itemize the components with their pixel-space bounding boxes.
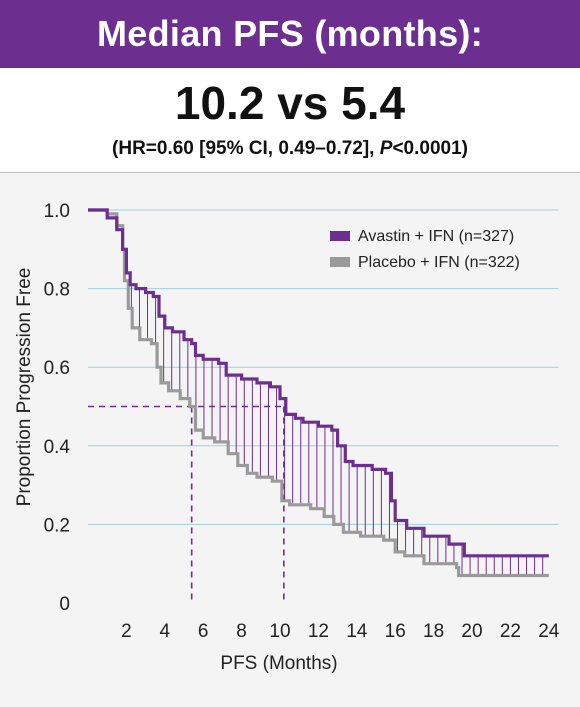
plot-panel: 0 0.2 0.4 0.6 0.8 1.0 2 4 6 8 10 12 14 16 18 20 22 24 Pro… bbox=[0, 172, 580, 707]
legend-label-placebo: Placebo + IFN (n=322) bbox=[358, 254, 520, 271]
x-tick-label: 16 bbox=[385, 621, 406, 642]
legend: Avastin + IFN (n=327) Placebo + IFN (n=3… bbox=[330, 228, 520, 271]
y-axis-title: Proportion Progression Free bbox=[14, 268, 35, 507]
x-tick-label: 10 bbox=[269, 621, 290, 642]
hazard-ratio-text: (HR=0.60 [95% CI, 0.49–0.72], P<0.0001) bbox=[0, 138, 580, 160]
km-chart: 00.20.40.60.81.02 4 6 8 10 12 14 16 18 20 22 24 Pro… bbox=[14, 201, 560, 674]
legend-swatch-placebo bbox=[330, 257, 350, 267]
hr-suffix: <0.0001) bbox=[392, 138, 468, 159]
x-tick-label: 12 bbox=[308, 621, 329, 642]
median-comparison-headline: 10.2 vs 5.4 bbox=[174, 77, 406, 129]
x-tick-label: 18 bbox=[423, 621, 444, 642]
y-tick-label: 0.2 bbox=[44, 515, 70, 536]
x-tick-label: 24 bbox=[538, 621, 560, 642]
legend-swatch-avastin bbox=[330, 231, 350, 241]
y-tick-label: 0.6 bbox=[44, 358, 70, 379]
placebo-curve bbox=[88, 208, 549, 578]
x-tick-label: 8 bbox=[236, 621, 247, 642]
p-symbol: P bbox=[379, 138, 393, 159]
median-lines bbox=[88, 405, 285, 603]
x-axis-title: PFS (Months) bbox=[220, 653, 337, 674]
legend-label-avastin: Avastin + IFN (n=327) bbox=[358, 228, 514, 245]
x-tick-label: 4 bbox=[160, 621, 171, 642]
title-banner: Median PFS (months): bbox=[0, 0, 580, 68]
x-tick-label: 20 bbox=[461, 621, 482, 642]
y-tick-label: 1.0 bbox=[44, 201, 70, 222]
y-tick-label: 0 bbox=[59, 594, 70, 615]
x-tick-label: 14 bbox=[346, 621, 368, 642]
y-tick-label: 0.4 bbox=[44, 437, 71, 458]
axis-ticks: 00.20.40.60.81.02 4 6 8 10 12 14 16 18 20 22 24 bbox=[44, 201, 560, 642]
y-tick-label: 0.8 bbox=[44, 280, 70, 301]
x-tick-label: 6 bbox=[198, 621, 209, 642]
banner-title: Median PFS (months): bbox=[97, 13, 483, 54]
gridlines bbox=[88, 209, 559, 525]
x-tick-label: 2 bbox=[121, 621, 132, 642]
x-tick-label: 22 bbox=[500, 621, 521, 642]
avastin-curve bbox=[88, 208, 549, 558]
survival-curves bbox=[88, 208, 549, 578]
hr-prefix: (HR=0.60 [95% CI, 0.49–0.72], bbox=[112, 138, 380, 159]
